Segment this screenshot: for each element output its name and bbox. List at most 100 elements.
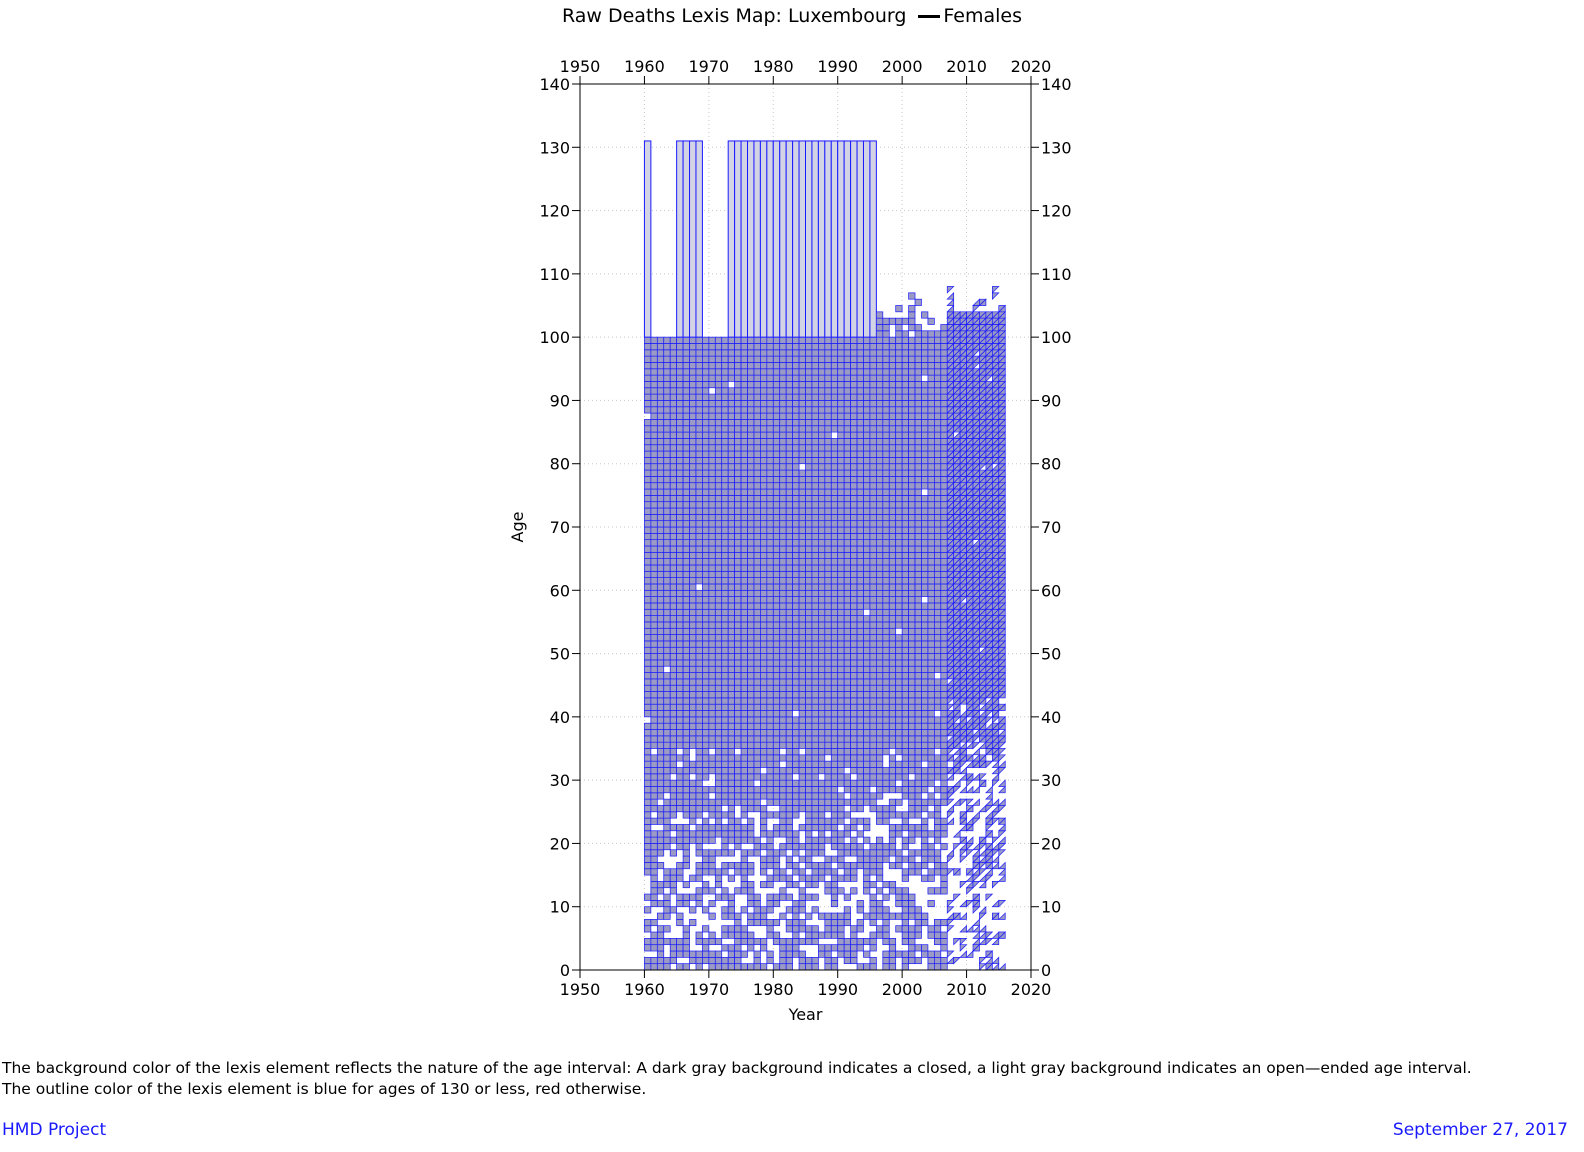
lexis-cell	[708, 634, 716, 642]
lexis-cell	[914, 362, 922, 370]
lexis-cell	[824, 526, 832, 534]
lexis-cell	[908, 476, 916, 484]
lexis-cell	[766, 450, 774, 458]
lexis-triangle	[965, 760, 974, 768]
lexis-cell	[708, 539, 716, 547]
lexis-cell	[940, 482, 948, 490]
lexis-cell	[837, 931, 845, 939]
lexis-cell	[921, 798, 929, 806]
lexis-cell	[805, 786, 813, 794]
lexis-cell	[908, 855, 916, 863]
lexis-cell	[727, 691, 735, 699]
lexis-cell	[863, 938, 871, 946]
lexis-cell	[669, 355, 677, 363]
lexis-cell	[695, 495, 703, 503]
lexis-cell	[727, 830, 735, 838]
lexis-cell	[689, 697, 697, 705]
lexis-cell	[882, 672, 890, 680]
lexis-cell	[882, 729, 890, 737]
lexis-cell	[734, 843, 742, 851]
lexis-cell	[843, 722, 851, 730]
lexis-cell	[740, 881, 748, 889]
lexis-cell	[876, 849, 884, 857]
lexis-cell	[927, 874, 935, 882]
lexis-cell	[702, 944, 710, 952]
lexis-triangle	[966, 900, 974, 908]
lexis-cell	[850, 602, 858, 610]
lexis-cell	[682, 336, 690, 344]
lexis-cell	[747, 400, 755, 408]
lexis-cell	[772, 773, 781, 781]
lexis-cell	[747, 463, 755, 471]
lexis-cell	[708, 760, 716, 768]
lexis-cell	[805, 824, 813, 832]
lexis-cell	[721, 716, 729, 724]
lexis-cell	[727, 463, 735, 471]
lexis-cell	[644, 589, 652, 597]
lexis-cell	[824, 653, 832, 661]
lexis-cell	[708, 938, 716, 946]
lexis-cell	[830, 450, 839, 458]
lexis-cell	[644, 400, 652, 408]
lexis-cell	[760, 545, 768, 553]
lexis-cell	[850, 482, 858, 490]
lexis-cell	[714, 387, 723, 395]
lexis-cell	[676, 754, 684, 762]
lexis-cell	[882, 589, 890, 597]
lexis-cell	[882, 526, 890, 534]
lexis-cell	[702, 722, 710, 730]
lexis-cell	[837, 646, 845, 654]
lexis-cell	[895, 419, 903, 427]
lexis-cell	[863, 463, 871, 471]
lexis-cell	[772, 583, 781, 591]
lexis-cell	[682, 526, 690, 534]
lexis-cell	[702, 716, 710, 724]
lexis-cell	[714, 545, 723, 553]
lexis-cell	[869, 627, 877, 635]
lexis-cell	[695, 476, 703, 484]
lexis-cell	[747, 495, 755, 503]
lexis-cell	[714, 431, 723, 439]
lexis-cell	[805, 608, 813, 616]
lexis-cell	[702, 824, 710, 832]
lexis-cell	[856, 589, 864, 597]
lexis-cell	[734, 760, 742, 768]
lexis-cell	[934, 836, 942, 844]
lexis-triangle	[959, 899, 967, 908]
lexis-cell	[850, 381, 858, 389]
lexis-cell	[682, 824, 690, 832]
lexis-cell	[663, 640, 671, 648]
lexis-cell	[895, 665, 903, 673]
lexis-cell	[830, 570, 839, 578]
lexis-cell	[708, 495, 716, 503]
lexis-cell	[740, 729, 748, 737]
lexis-cell	[914, 381, 922, 389]
lexis-cell	[843, 532, 851, 541]
lexis-cell	[695, 608, 703, 616]
lexis-cell	[682, 665, 690, 673]
lexis-cell	[811, 760, 819, 768]
lexis-cell	[927, 501, 935, 509]
lexis-cell	[830, 843, 839, 851]
lexis-cell	[798, 646, 806, 654]
open-interval-bar	[734, 140, 742, 338]
lexis-cell	[882, 317, 890, 325]
lexis-cell	[856, 741, 864, 749]
lexis-cell	[772, 735, 781, 743]
lexis-cell	[876, 539, 884, 547]
lexis-cell	[863, 583, 871, 591]
lexis-cell	[792, 925, 800, 933]
lexis-cell	[818, 805, 826, 813]
lexis-cell	[921, 665, 929, 673]
lexis-cell	[830, 792, 839, 800]
lexis-cell	[779, 355, 787, 363]
lexis-cell	[785, 507, 793, 515]
lexis-cell	[940, 665, 948, 673]
lexis-triangle	[972, 893, 981, 902]
lexis-cell	[734, 596, 742, 604]
lexis-cell	[843, 444, 851, 452]
lexis-cell	[850, 457, 858, 465]
lexis-cell	[921, 438, 929, 446]
lexis-cell	[785, 640, 793, 648]
lexis-cell	[747, 836, 755, 844]
